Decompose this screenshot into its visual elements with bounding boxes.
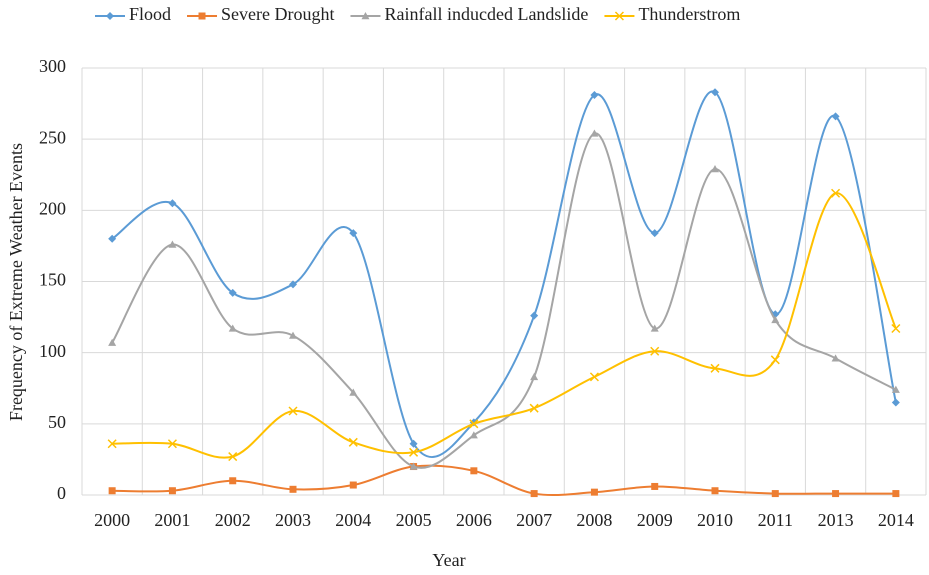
marker	[228, 452, 238, 462]
y-tick-label: 50	[48, 412, 66, 432]
marker	[589, 372, 599, 382]
marker	[590, 129, 599, 137]
marker	[107, 439, 117, 449]
marker	[650, 324, 659, 332]
y-tick-label: 250	[39, 127, 66, 147]
series-line	[111, 90, 897, 458]
marker	[770, 355, 780, 365]
marker	[288, 406, 298, 416]
marker	[469, 419, 479, 429]
x-tick-label: 2007	[516, 510, 552, 530]
marker	[891, 323, 901, 334]
y-tick-label: 300	[39, 56, 66, 76]
x-tick-label: 2011	[758, 510, 793, 530]
x-tick-label: 2010	[697, 510, 733, 530]
legend-label: Flood	[129, 4, 171, 24]
legend-marker	[106, 12, 114, 20]
marker	[289, 485, 297, 493]
marker	[711, 88, 719, 97]
marker	[711, 165, 719, 173]
y-tick-label: 150	[39, 270, 66, 290]
x-tick-label: 2002	[215, 510, 251, 530]
series-line	[112, 464, 896, 497]
y-tick-label: 0	[57, 483, 66, 503]
legend-marker	[614, 11, 624, 21]
marker	[168, 199, 177, 208]
x-tick-label: 2003	[275, 510, 311, 530]
marker	[891, 385, 900, 393]
marker	[650, 229, 659, 238]
legend-marker	[198, 12, 206, 20]
marker	[167, 439, 177, 449]
legend-label: Thunderstrom	[638, 4, 740, 24]
marker	[108, 338, 117, 346]
marker	[650, 346, 660, 356]
marker	[469, 431, 478, 439]
y-tick-label: 200	[39, 198, 66, 218]
marker	[891, 398, 900, 407]
y-tick-label: 100	[39, 341, 66, 361]
legend-label: Severe Drought	[221, 4, 334, 24]
marker	[409, 447, 419, 457]
legend-label: Rainfall inducded Landslide	[384, 4, 588, 24]
marker	[892, 490, 900, 498]
marker	[529, 403, 539, 413]
x-tick-label: 2005	[396, 510, 432, 530]
marker	[831, 354, 840, 362]
marker	[470, 467, 478, 475]
marker	[409, 462, 418, 470]
x-tick-label: 2014	[878, 510, 914, 530]
marker	[348, 437, 358, 447]
marker	[349, 481, 357, 489]
x-tick-label: 2008	[576, 510, 612, 530]
marker	[409, 439, 418, 448]
marker	[771, 315, 780, 324]
marker	[832, 490, 840, 498]
marker	[530, 372, 539, 381]
legend-marker	[361, 12, 370, 20]
y-axis-label: Frequency of Extreme Weather Events	[6, 143, 26, 421]
marker	[228, 324, 237, 332]
marker	[108, 234, 117, 243]
marker	[530, 311, 539, 320]
x-tick-label: 2006	[456, 510, 492, 530]
x-tick-label: 2004	[335, 510, 371, 530]
marker	[590, 488, 598, 496]
marker	[771, 490, 779, 498]
marker	[289, 280, 297, 289]
x-tick-label: 2009	[637, 510, 673, 530]
series-line	[111, 132, 897, 469]
x-tick-label: 2000	[94, 510, 130, 530]
marker	[710, 363, 720, 373]
x-tick-label: 2013	[818, 510, 854, 530]
marker	[108, 487, 116, 495]
marker	[590, 91, 599, 100]
marker	[349, 229, 358, 238]
marker	[168, 487, 176, 495]
marker	[831, 112, 840, 121]
marker	[651, 482, 659, 490]
x-axis-label: Year	[432, 550, 465, 570]
marker	[168, 240, 177, 248]
marker	[229, 477, 237, 485]
marker	[530, 490, 538, 498]
marker	[289, 331, 297, 339]
marker	[831, 188, 841, 198]
marker	[228, 288, 237, 297]
marker	[349, 388, 358, 396]
marker	[711, 487, 719, 495]
x-tick-label: 2001	[154, 510, 190, 530]
